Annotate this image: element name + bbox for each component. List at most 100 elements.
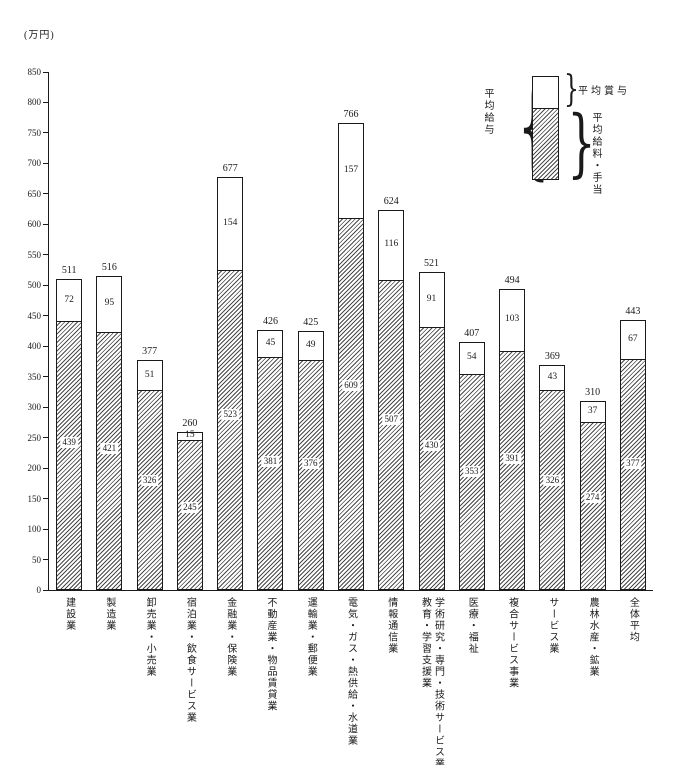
- bar: [136, 360, 163, 590]
- bar-segment-salary: [540, 390, 565, 589]
- x-axis-label: 情報通信業: [385, 597, 397, 655]
- bar-segment-salary: [218, 270, 243, 589]
- bar-bonus-label: 157: [343, 165, 359, 176]
- bar-total-label: 677: [222, 163, 238, 175]
- y-axis-tick-label: 150: [27, 493, 42, 504]
- x-axis-label: 農林水産・鉱業: [587, 597, 599, 678]
- bar-salary-label: 609: [342, 379, 360, 391]
- bar-salary-label: 391: [503, 452, 521, 464]
- y-axis-tick: [43, 223, 49, 225]
- legend-salary-brace: }: [567, 100, 596, 186]
- y-axis-tick: [43, 71, 49, 73]
- bar-salary-label: 326: [543, 474, 562, 486]
- y-axis-tick-label: 250: [27, 432, 42, 443]
- x-axis-label: サービス業: [546, 597, 558, 655]
- bar-total-label: 369: [544, 351, 560, 363]
- bar-segment-salary: [339, 217, 363, 589]
- bar-salary-label: 274: [583, 492, 602, 504]
- y-axis-tick-label: 100: [27, 524, 42, 535]
- x-axis-label: 宿泊業・飲食サービス業: [184, 597, 196, 724]
- y-axis-tick: [43, 376, 49, 378]
- y-axis-tick: [43, 528, 49, 530]
- x-axis-label: 運輸業・郵便業: [305, 597, 317, 678]
- y-axis-tick-label: 300: [27, 402, 42, 413]
- x-axis-label: 金融業・保険業: [224, 597, 236, 678]
- bar-bonus-label: 43: [547, 372, 558, 383]
- y-axis-tick-label: 850: [27, 67, 42, 77]
- bar-bonus-label: 91: [426, 294, 437, 305]
- bar-salary-label: 421: [100, 442, 119, 454]
- bar: [499, 288, 526, 590]
- y-axis-tick-label: 800: [27, 97, 42, 108]
- bar-salary-label: 353: [463, 465, 481, 477]
- bar-segment-salary: [177, 439, 202, 589]
- bar-segment-salary: [459, 373, 484, 589]
- bar: [96, 275, 123, 590]
- y-axis-tick: [43, 162, 49, 164]
- legend-total-label: 平均給与: [482, 88, 493, 136]
- bar-total-label: 377: [142, 346, 158, 358]
- bar-bonus-label: 154: [223, 218, 238, 229]
- bar-segment-salary: [57, 321, 82, 589]
- y-axis-tick-label: 200: [27, 463, 42, 474]
- y-axis-tick-label: 0: [36, 585, 42, 595]
- legend-salary-label: 平均給料・手当: [590, 112, 601, 196]
- bar-total-label: 310: [585, 387, 601, 399]
- bar-segment-salary: [580, 422, 605, 589]
- bar-salary-label: 326: [140, 474, 159, 486]
- bar-total-label: 624: [383, 195, 399, 207]
- bar-segment-salary: [419, 326, 444, 589]
- bar-total-label: 494: [504, 274, 520, 286]
- y-axis-tick-label: 450: [27, 310, 42, 321]
- y-axis-tick: [43, 101, 49, 103]
- bar: [619, 320, 646, 590]
- bar-bonus-label: 51: [144, 369, 155, 380]
- bar-total-label: 521: [424, 258, 440, 270]
- x-axis-label: 建設業: [63, 597, 75, 632]
- bar-total-label: 511: [61, 264, 77, 276]
- legend-bonus-label: 平均賞与: [578, 86, 630, 97]
- x-axis-label: 全体平均: [627, 597, 639, 643]
- bar-total-label: 425: [303, 317, 319, 328]
- x-axis-label: 医療・福祉: [466, 597, 478, 655]
- legend-bonus-brace: }: [564, 69, 579, 110]
- bar-salary-label: 507: [382, 414, 401, 426]
- bar: [338, 123, 364, 590]
- bar-bonus-label: 15: [185, 430, 195, 441]
- bar-total-label: 443: [625, 306, 641, 318]
- bar-bonus-label: 116: [384, 239, 399, 250]
- y-axis-tick-label: 700: [27, 158, 42, 169]
- bar-segment-salary: [137, 390, 162, 589]
- y-axis-tick-label: 600: [27, 219, 42, 230]
- y-axis-tick: [43, 254, 49, 256]
- y-axis-tick-label: 350: [27, 371, 42, 382]
- x-axis-label: 電気・ガス・熱供給・水道業: [345, 597, 357, 747]
- x-axis-label: 学術研究・専門・技術サービス業 教育・学習支援業: [419, 597, 444, 765]
- bar-bonus-label: 45: [265, 338, 276, 349]
- y-axis-tick: [43, 284, 49, 286]
- y-axis-tick-label: 750: [27, 127, 42, 138]
- bar-bonus-label: 103: [504, 314, 520, 325]
- y-axis-unit-label: (万円): [24, 30, 55, 41]
- legend-sample-bar: [532, 76, 559, 180]
- bar-bonus-label: 37: [587, 406, 598, 417]
- plot-area: 0 50 100 150 200 250 300 350 400 450 500 550 600 650 7…: [28, 67, 653, 765]
- bar-bonus-label: 49: [305, 339, 316, 350]
- x-axis-label: 卸売業・小売業: [144, 597, 156, 678]
- y-axis-tick-label: 550: [27, 249, 42, 260]
- legend: 平均給与 { } 平均賞与 } 平均給料・手当: [470, 66, 690, 206]
- bar: [378, 209, 405, 590]
- y-axis-tick: [43, 559, 49, 561]
- y-axis-tick-label: 400: [27, 341, 42, 352]
- bar-bonus-label: 67: [628, 334, 638, 345]
- y-axis-tick-label: 500: [27, 280, 42, 291]
- bar-segment-salary: [620, 359, 645, 589]
- y-axis-tick: [43, 345, 49, 347]
- y-axis-tick: [43, 589, 49, 591]
- bar-segment-salary: [258, 356, 283, 589]
- bar-salary-label: 376: [301, 457, 320, 469]
- bar-segment-salary: [379, 280, 404, 589]
- bar-total-label: 260: [182, 417, 198, 429]
- x-axis-label: 不動産業・物品賃貸業: [264, 597, 276, 712]
